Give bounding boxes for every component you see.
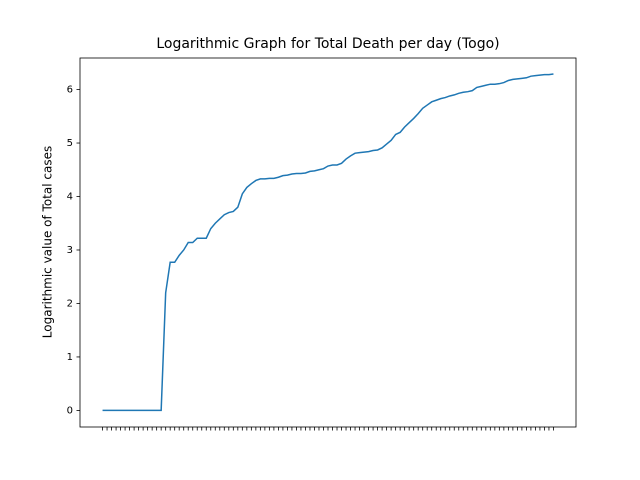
y-tick-label: 5 [67,138,73,149]
y-tick-label: 2 [67,298,73,309]
y-axis-label: Logarithmic value of Total cases [41,146,55,338]
data-line [102,73,554,412]
y-tick-label: 0 [67,405,73,416]
y-tick-label: 6 [67,85,73,96]
chart-title: Logarithmic Graph for Total Death per da… [156,36,499,52]
y-tick-label: 4 [67,192,73,203]
y-tick-label: 3 [67,245,73,256]
y-tick-label: 1 [67,352,73,363]
